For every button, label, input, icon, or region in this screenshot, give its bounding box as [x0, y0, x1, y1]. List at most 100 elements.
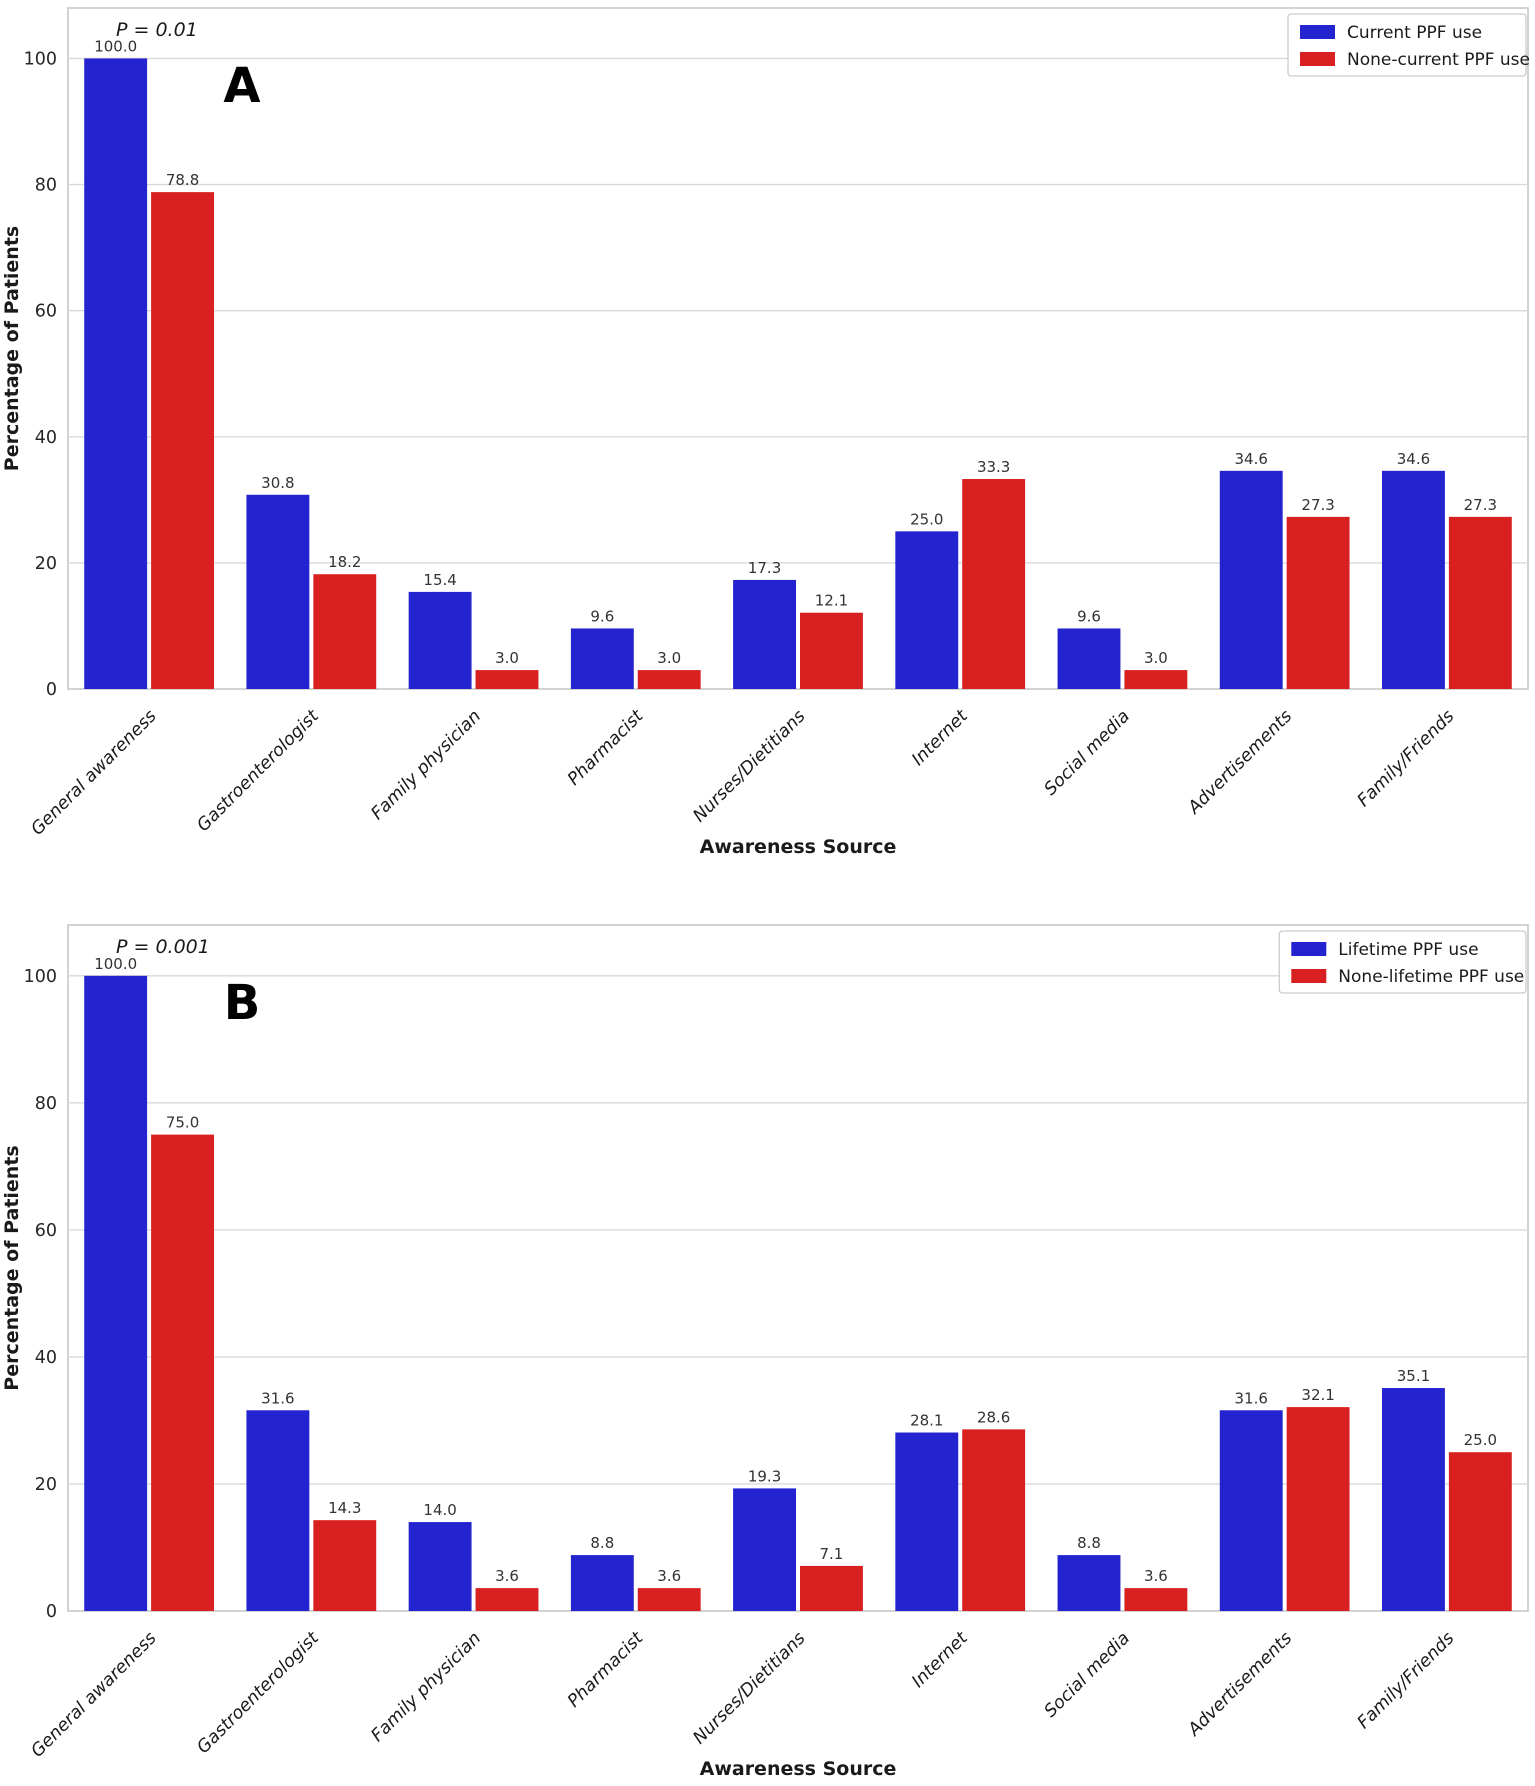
x-tick-label: Gastroenterologist — [193, 706, 323, 836]
x-tick-label: General awareness — [27, 706, 160, 839]
bar-value-label: 9.6 — [1077, 607, 1101, 625]
y-tick-label: 0 — [46, 1602, 57, 1622]
legend-box — [1287, 13, 1527, 77]
bar-s0-c3 — [570, 628, 634, 689]
x-tick-label: Social media — [1041, 1628, 1134, 1721]
x-tick-label: Pharmacist — [564, 706, 648, 790]
legend-label: None-lifetime PPF use — [1338, 967, 1524, 987]
bar-value-label: 8.8 — [1077, 1534, 1101, 1552]
bar-value-label: 3.6 — [495, 1567, 519, 1585]
y-tick-label: 100 — [24, 967, 57, 987]
legend-swatch-blue — [1291, 942, 1327, 956]
y-tick-label: 60 — [35, 1221, 57, 1241]
y-axis-title: Percentage of Patients — [1, 226, 23, 471]
panel-a: 0 20 40 60 80 100 100.0 30.8 15.4 9.6 17.3 25.0 9.6 3… — [1, 7, 1530, 858]
bar-value-label: 31.6 — [261, 1389, 294, 1407]
bar-s0-c5 — [895, 531, 959, 689]
bar-s0-c7 — [1219, 1410, 1283, 1611]
bar-value-label: 3.0 — [1144, 649, 1168, 667]
legend-label: Current PPF use — [1347, 23, 1482, 43]
bar-s1-c1 — [313, 1520, 377, 1611]
x-tick-label: Social media — [1041, 706, 1134, 799]
bar-value-label: 34.6 — [1397, 450, 1430, 468]
bar-s0-c4 — [733, 579, 796, 689]
bar-s1-c2 — [475, 1588, 539, 1611]
legend: Lifetime PPF use None-lifetime PPF use — [1278, 930, 1527, 994]
x-tick-label: Internet — [908, 1628, 972, 1692]
bar-s0-c0 — [84, 975, 148, 1611]
y-tick-label: 20 — [35, 554, 57, 574]
bar-s1-c0 — [151, 192, 214, 689]
bar-s0-c0 — [84, 58, 148, 689]
x-tick-label: Family physician — [367, 706, 485, 824]
bar-s0-c8 — [1382, 470, 1445, 689]
bar-s1-c4 — [800, 1565, 863, 1611]
bar-s0-c4 — [733, 1488, 796, 1611]
bar-value-label: 34.6 — [1235, 450, 1268, 468]
bar-value-label: 35.1 — [1397, 1367, 1430, 1385]
bar-s1-c5 — [962, 479, 1026, 689]
panel-letter: A — [223, 58, 260, 114]
bar-value-label: 8.8 — [590, 1534, 614, 1552]
x-tick-label: Pharmacist — [564, 1628, 648, 1712]
x-tick-label: Advertisements — [1184, 1628, 1296, 1740]
x-tick-label: Internet — [908, 706, 972, 770]
bar-s1-c4 — [800, 612, 863, 689]
p-value-annotation: P = 0.01 — [116, 19, 198, 41]
plot-area — [67, 924, 1529, 1612]
bar-value-label: 30.8 — [261, 474, 294, 492]
y-tick-label: 60 — [35, 302, 57, 322]
bar-value-label: 3.0 — [495, 649, 519, 667]
y-tick-label: 40 — [35, 428, 57, 448]
bar-value-label: 33.3 — [977, 458, 1010, 476]
bar-value-label: 25.0 — [1464, 1431, 1497, 1449]
bar-s0-c8 — [1382, 1388, 1445, 1611]
bar-s1-c1 — [313, 574, 377, 689]
bar-value-label: 3.6 — [657, 1567, 681, 1585]
bar-value-label: 27.3 — [1301, 496, 1334, 514]
x-axis-title: Awareness Source — [700, 1758, 897, 1780]
bar-s1-c6 — [1124, 1588, 1188, 1611]
bar-value-label: 18.2 — [328, 553, 361, 571]
bar-value-label: 17.3 — [748, 559, 781, 577]
bar-s0-c2 — [408, 1522, 472, 1611]
bar-value-label: 28.1 — [910, 1412, 943, 1430]
bar-value-label: 31.6 — [1235, 1389, 1268, 1407]
x-tick-label: Family physician — [367, 1628, 485, 1746]
bar-value-label: 15.4 — [423, 571, 456, 589]
legend-swatch-red — [1291, 969, 1327, 983]
y-tick-label: 20 — [35, 1475, 57, 1495]
y-tick-label: 80 — [35, 1094, 57, 1114]
bar-s1-c0 — [151, 1134, 214, 1611]
bar-s0-c2 — [408, 591, 472, 689]
legend-swatch-red — [1300, 52, 1335, 66]
y-tick-label: 100 — [24, 49, 57, 69]
bar-s1-c8 — [1448, 516, 1512, 689]
bar-s1-c3 — [637, 1588, 701, 1611]
bar-s1-c2 — [475, 670, 539, 689]
x-axis-title: Awareness Source — [700, 836, 897, 858]
bar-value-label: 100.0 — [94, 37, 137, 55]
bar-s1-c3 — [637, 670, 701, 689]
bar-value-label: 25.0 — [910, 510, 943, 528]
x-tick-label: Nurses/Dietitians — [689, 706, 809, 826]
bar-s0-c1 — [246, 1410, 310, 1611]
legend-swatch-blue — [1300, 25, 1335, 39]
bar-value-label: 28.6 — [977, 1408, 1010, 1426]
bar-value-label: 32.1 — [1301, 1386, 1334, 1404]
bar-s0-c6 — [1057, 1555, 1121, 1611]
x-tick-label: Family/Friends — [1354, 1628, 1459, 1733]
y-tick-label: 40 — [35, 1348, 57, 1368]
bar-s0-c6 — [1057, 628, 1121, 689]
bar-value-label: 19.3 — [748, 1467, 781, 1485]
bar-s0-c1 — [246, 494, 310, 689]
bar-value-label: 12.1 — [815, 592, 848, 610]
bar-value-label: 9.6 — [590, 607, 614, 625]
bar-s1-c8 — [1448, 1452, 1512, 1611]
bar-s1-c5 — [962, 1429, 1026, 1611]
bar-value-label: 100.0 — [94, 955, 137, 973]
legend-label: None-current PPF use — [1347, 50, 1530, 70]
legend-box — [1278, 930, 1527, 994]
